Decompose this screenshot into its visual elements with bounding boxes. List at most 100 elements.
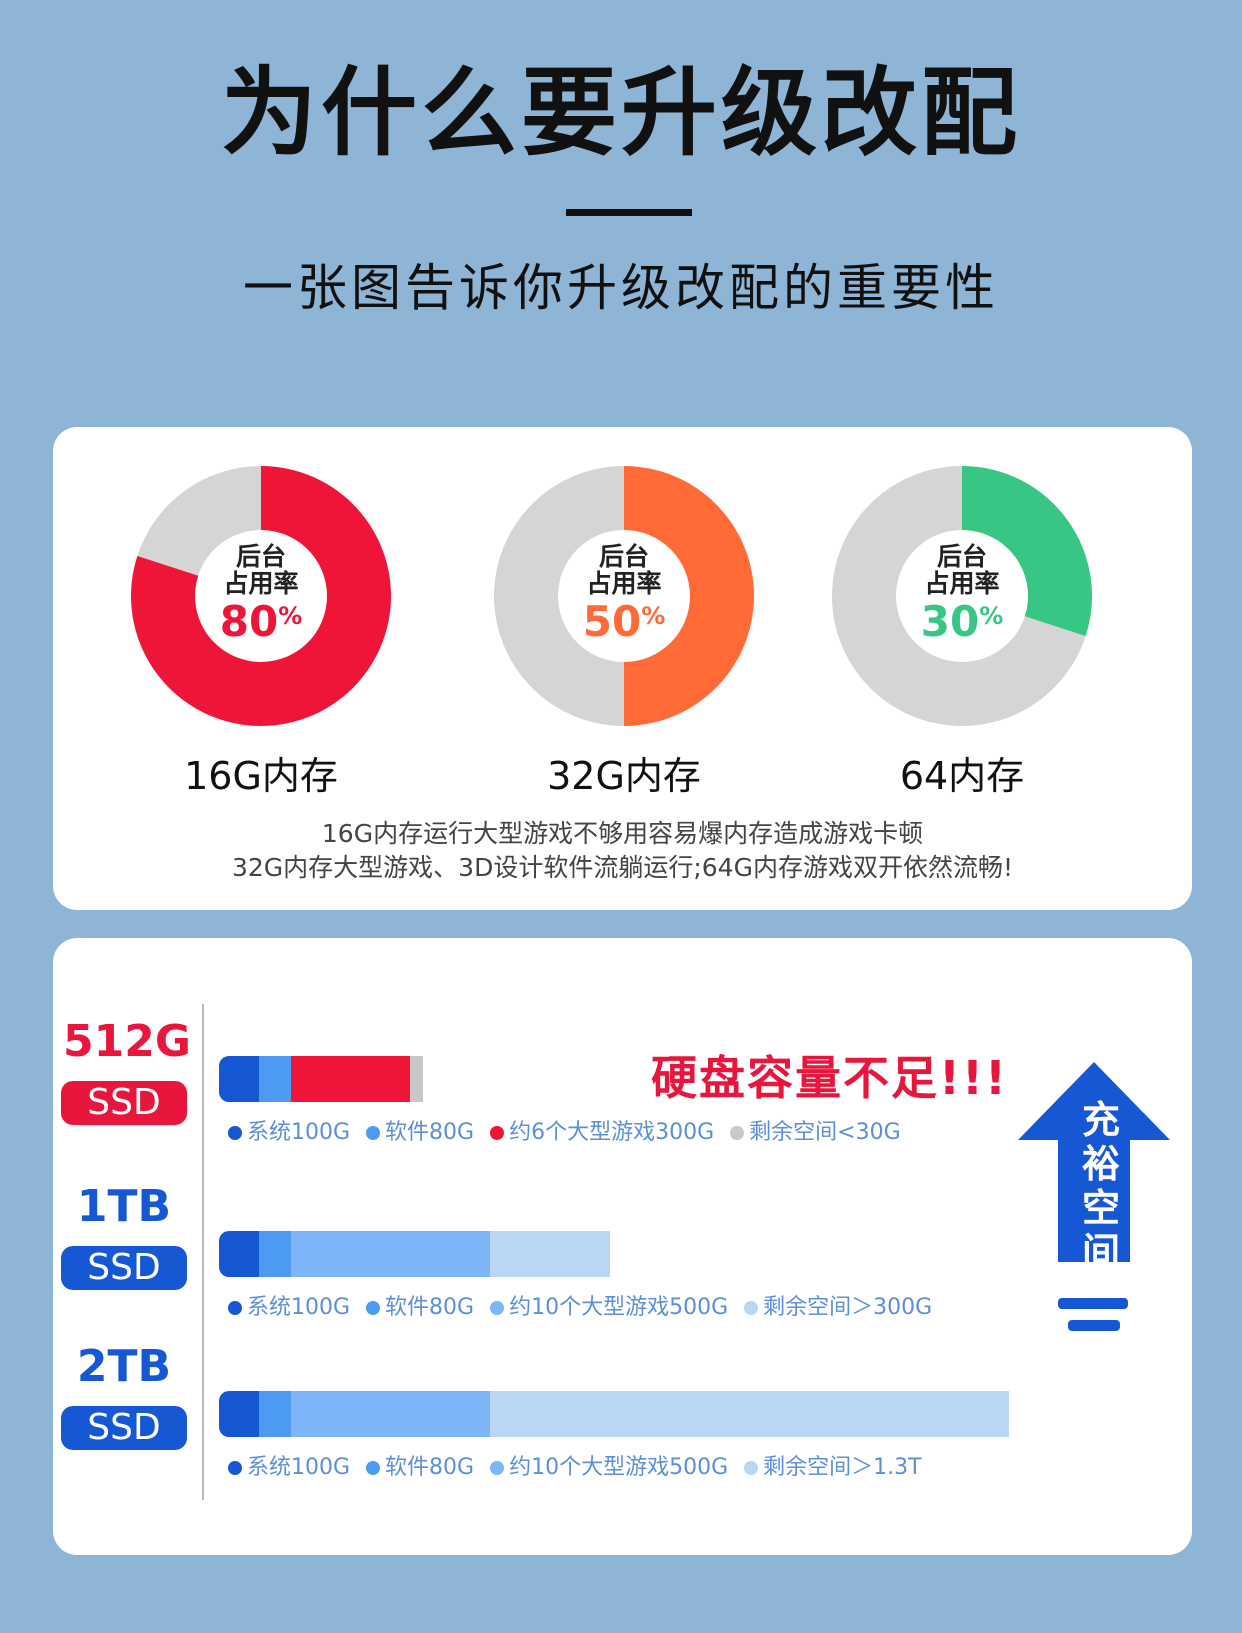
- legend-item: 约6个大型游戏300G: [490, 1114, 714, 1146]
- donut-slice-free: [137, 466, 261, 576]
- donut-32g: 后台 占用率 50%: [493, 465, 755, 727]
- legend-label: 软件80G: [385, 1295, 475, 1320]
- legend-dot: [730, 1126, 745, 1140]
- ssd-badge-1tb: SSD: [61, 1246, 187, 1290]
- legend-label: 约6个大型游戏300G: [509, 1120, 715, 1145]
- percent-sign: %: [979, 602, 1004, 630]
- legend-item: 系统100G: [228, 1449, 350, 1481]
- axis-divider: [202, 1004, 204, 1500]
- storage-bar-512g: [219, 1056, 637, 1102]
- bar-segment-3: [290, 1231, 491, 1277]
- bar-segment-3: [290, 1391, 491, 1437]
- percent-sign: %: [278, 602, 303, 630]
- donut-slice-used: [624, 466, 754, 726]
- legend-dot: [366, 1126, 381, 1140]
- percent-sign: %: [641, 602, 666, 630]
- legend-dot: [490, 1126, 505, 1140]
- legend-dot: [228, 1301, 242, 1315]
- bar-segment-4: [410, 1056, 423, 1102]
- center-label-line2: 占用率: [223, 569, 299, 598]
- donut-center-label: 后台 占用率: [831, 543, 1093, 597]
- storage-card: 512G SSD 系统100G 软件80G 约6个大型游戏300G 剩余空间<30G …: [53, 938, 1192, 1555]
- arrow-label: 充裕空间: [1075, 1098, 1127, 1274]
- bar-segment-3: [290, 1056, 411, 1102]
- memory-note-1: 16G内存运行大型游戏不够用容易爆内存造成游戏卡顿: [321, 819, 924, 848]
- center-label-line1: 后台: [936, 542, 987, 571]
- bar-segment-2: [258, 1391, 292, 1437]
- ssd-badge-512g: SSD: [61, 1081, 187, 1125]
- donut-32g-title: 32G内存: [547, 754, 701, 798]
- donut-slice-free: [494, 466, 624, 726]
- donut-64g-svg: [832, 466, 1092, 726]
- donut-slice-free: [832, 466, 1086, 726]
- bar-segment-1: [219, 1231, 260, 1277]
- capacity-2tb: 2TB: [76, 1341, 172, 1392]
- page-subtitle: 一张图告诉你升级改配的重要性: [243, 259, 999, 317]
- legend-dot: [228, 1461, 242, 1475]
- legend-dot: [744, 1301, 759, 1315]
- capacity-1tb: 1TB: [76, 1181, 172, 1232]
- storage-bar-1tb: [219, 1231, 831, 1277]
- legend-label: 剩余空间＞300G: [763, 1295, 933, 1320]
- bar-segment-4: [489, 1231, 611, 1277]
- center-label-line1: 后台: [235, 542, 286, 571]
- center-label-line2: 占用率: [586, 569, 662, 598]
- percent-value: 50: [582, 597, 642, 646]
- legend-dot: [366, 1461, 381, 1475]
- ssd-badge-2tb: SSD: [61, 1406, 187, 1450]
- legend-label: 系统100G: [247, 1295, 351, 1320]
- bar-segment-1: [219, 1391, 260, 1437]
- arrow-label-char: 裕: [1081, 1142, 1120, 1186]
- donut-percent: 30%: [831, 600, 1093, 644]
- legend-label: 系统100G: [247, 1120, 351, 1145]
- donut-slice-used: [130, 466, 391, 726]
- donut-32g-svg: [494, 466, 754, 726]
- legend-dot: [744, 1461, 759, 1475]
- legend-1tb: 系统100G 软件80G 约10个大型游戏500G 剩余空间＞300G: [228, 1289, 948, 1321]
- legend-item: 系统100G: [228, 1114, 350, 1146]
- memory-card: 后台 占用率 80% 16G内存 后台 占用率 50% 32G内存 后台 占用率…: [53, 427, 1192, 910]
- legend-item: 剩余空间＞300G: [744, 1289, 932, 1321]
- bar-segment-2: [258, 1056, 292, 1102]
- legend-item: 系统100G: [228, 1289, 350, 1321]
- donut-center-label: 后台 占用率: [130, 543, 392, 597]
- legend-item: 软件80G: [366, 1449, 474, 1481]
- donut-64g-title: 64内存: [899, 754, 1025, 798]
- memory-note-2: 32G内存大型游戏、3D设计软件流躺运行;64G内存游戏双开依然流畅!: [232, 853, 1013, 882]
- arrow-label-char: 充: [1081, 1098, 1120, 1142]
- legend-dot: [490, 1461, 505, 1475]
- bar-segment-2: [258, 1231, 292, 1277]
- donut-percent: 80%: [130, 600, 392, 644]
- bar-segment-1: [219, 1056, 260, 1102]
- percent-value: 80: [219, 597, 279, 646]
- legend-item: 软件80G: [366, 1289, 474, 1321]
- center-label-line2: 占用率: [924, 569, 1000, 598]
- donut-16g-svg: [130, 466, 391, 726]
- legend-label: 系统100G: [247, 1455, 351, 1480]
- legend-label: 约10个大型游戏500G: [509, 1295, 729, 1320]
- legend-item: 软件80G: [366, 1114, 474, 1146]
- legend-dot: [366, 1301, 381, 1315]
- legend-item: 剩余空间＞1.3T: [744, 1449, 922, 1481]
- page-title: 为什么要升级改配: [221, 57, 1021, 169]
- legend-item: 约10个大型游戏500G: [490, 1289, 728, 1321]
- up-arrow-icon: [1018, 1062, 1170, 1331]
- donut-percent: 50%: [493, 600, 755, 644]
- legend-item: 剩余空间<30G: [730, 1114, 901, 1146]
- legend-label: 剩余空间＞1.3T: [763, 1455, 922, 1480]
- donut-slice-used: [962, 466, 1092, 637]
- arrow-label-char: 间: [1081, 1230, 1120, 1274]
- bar-segment-4: [489, 1391, 1009, 1437]
- percent-value: 30: [920, 597, 980, 646]
- donut-16g-title: 16G内存: [184, 754, 338, 798]
- legend-label: 软件80G: [385, 1455, 475, 1480]
- legend-label: 约10个大型游戏500G: [509, 1455, 729, 1480]
- arrow-label-char: 空: [1081, 1186, 1120, 1230]
- title-divider: [566, 209, 692, 216]
- storage-bar-2tb: [219, 1391, 1020, 1437]
- capacity-512g: 512G: [63, 1016, 191, 1067]
- legend-item: 约10个大型游戏500G: [490, 1449, 728, 1481]
- donut-center-label: 后台 占用率: [493, 543, 755, 597]
- legend-label: 剩余空间<30G: [749, 1120, 901, 1145]
- legend-dot: [228, 1126, 242, 1140]
